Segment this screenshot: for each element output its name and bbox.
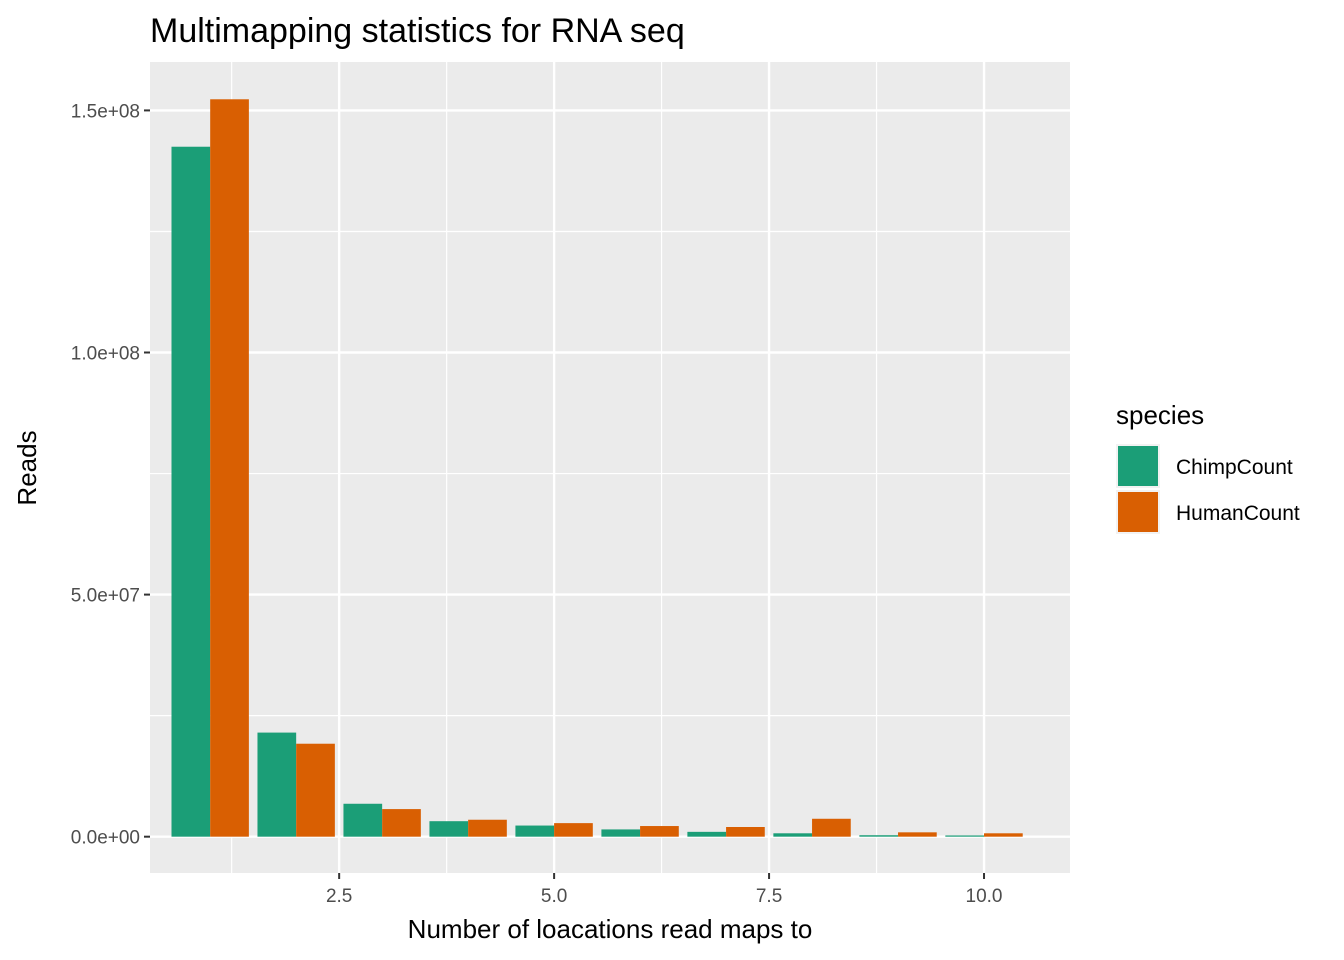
legend-key-chimpcount	[1118, 446, 1158, 486]
bar-humancount-2	[296, 743, 335, 837]
chart-title: Multimapping statistics for RNA seq	[150, 12, 685, 50]
bar-chimpcount-5	[515, 825, 555, 837]
bar-humancount-9	[898, 832, 937, 837]
bar-humancount-4	[468, 819, 507, 837]
legend-label-chimpcount: ChimpCount	[1176, 456, 1293, 479]
bar-chimpcount-6	[601, 829, 641, 837]
x-tick-label: 7.5	[756, 886, 782, 907]
y-axis-title: Reads	[12, 430, 42, 505]
bar-chimpcount-9	[859, 835, 899, 837]
bar-humancount-3	[382, 809, 421, 837]
bar-humancount-1	[210, 99, 249, 837]
bar-chimpcount-7	[687, 831, 727, 837]
bar-humancount-7	[726, 827, 765, 837]
bar-humancount-5	[554, 823, 593, 837]
bar-humancount-8	[812, 818, 851, 837]
y-axis: 0.0e+00 5.0e+07 1.0e+08 1.5e+08	[71, 101, 150, 849]
x-tick-label: 10.0	[966, 886, 1003, 907]
legend-title: species	[1116, 400, 1204, 430]
bar-chimpcount-8	[773, 833, 813, 837]
x-axis-title: Number of loacations read maps to	[408, 914, 813, 944]
x-axis: 2.5 5.0 7.5 10.0	[326, 873, 1003, 907]
bar-humancount-6	[640, 826, 679, 837]
legend: species ChimpCount HumanCount	[1116, 400, 1300, 534]
bar-humancount-10	[984, 833, 1023, 837]
bar-chimpcount-3	[343, 803, 383, 837]
plot-panel	[150, 62, 1070, 873]
y-tick-label: 1.5e+08	[71, 101, 140, 122]
bar-chimpcount-10	[945, 835, 985, 837]
bar-chimpcount-1	[171, 146, 211, 837]
legend-key-humancount	[1118, 492, 1158, 532]
y-tick-label: 0.0e+00	[71, 828, 140, 849]
x-tick-label: 2.5	[326, 886, 352, 907]
legend-label-humancount: HumanCount	[1176, 502, 1300, 525]
bar-chimpcount-4	[429, 821, 469, 837]
bar-chimpcount-2	[257, 732, 297, 837]
bars	[171, 99, 1023, 837]
y-tick-label: 5.0e+07	[71, 586, 140, 607]
y-tick-label: 1.0e+08	[71, 344, 140, 365]
x-tick-label: 5.0	[541, 886, 567, 907]
